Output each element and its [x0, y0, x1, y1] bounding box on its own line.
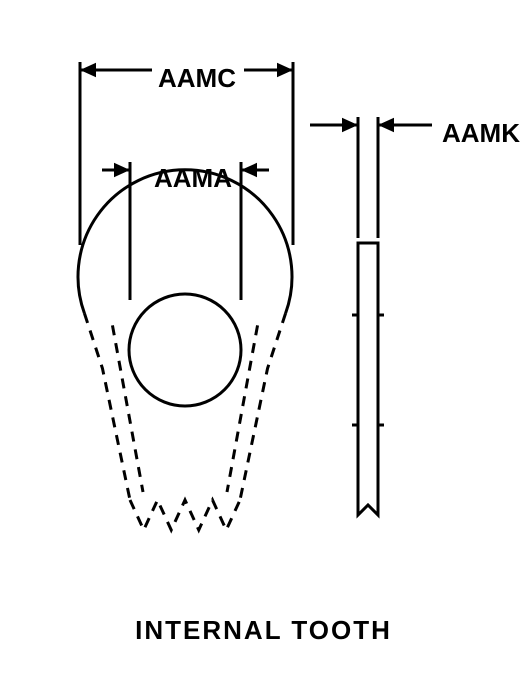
svg-text:AAMC: AAMC — [158, 63, 236, 93]
figure-title: INTERNAL TOOTH — [0, 615, 527, 646]
diagram-stage: AAMC AAMA AAMK INTERNAL TOOTH — [0, 0, 527, 689]
svg-text:AAMK: AAMK — [442, 118, 520, 148]
svg-text:AAMA: AAMA — [154, 163, 232, 193]
diagram-svg: AAMC AAMA AAMK — [0, 0, 527, 689]
